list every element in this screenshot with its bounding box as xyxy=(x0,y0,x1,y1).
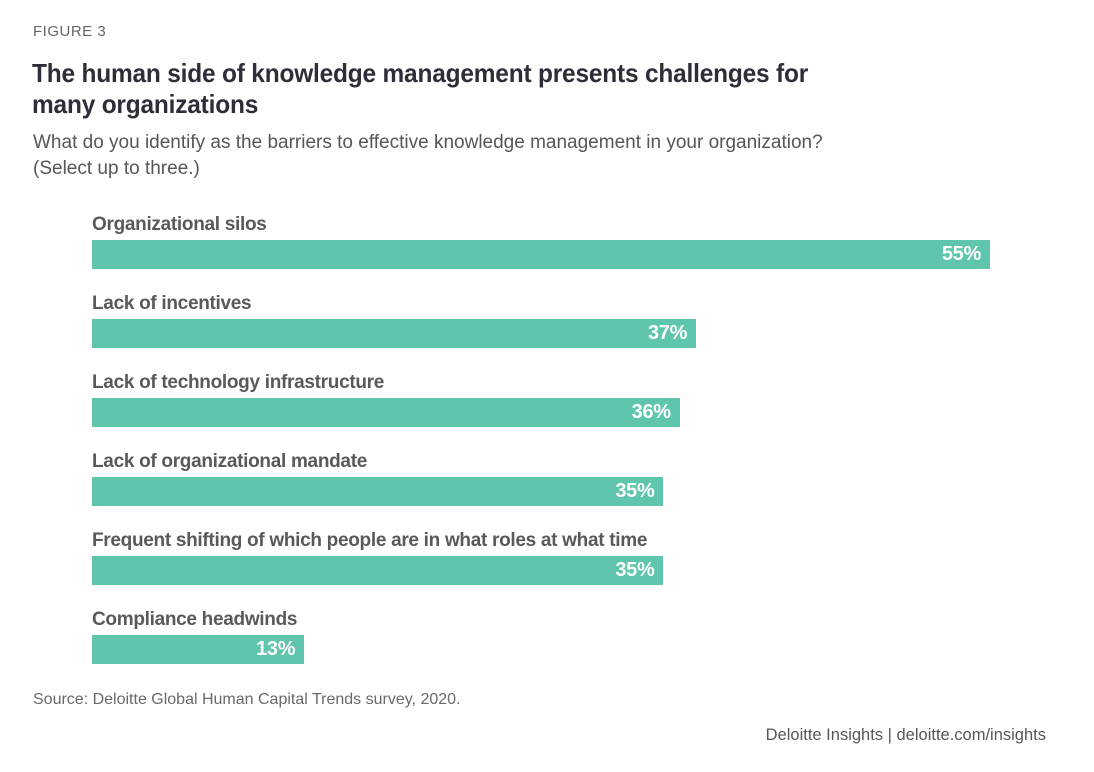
bar: 13% xyxy=(92,635,305,664)
bar: 36% xyxy=(92,398,680,427)
bar: 55% xyxy=(92,240,990,269)
deloitte-insights-credit: Deloitte Insights | deloitte.com/insight… xyxy=(765,726,1046,744)
bar-value-label: 36% xyxy=(631,401,671,423)
bar-chart: Organizational silos 55% Lack of incentive… xyxy=(92,213,990,687)
figure-title-line-1: The human side of knowledge management p… xyxy=(32,58,809,88)
bar-row: Compliance headwinds 13% xyxy=(92,608,990,664)
bar-value-label: 35% xyxy=(615,480,655,502)
bar-value-label: 13% xyxy=(256,638,296,660)
figure-number-label: FIGURE 3 xyxy=(33,23,107,40)
bar-row: Lack of technology infrastructure 36% xyxy=(92,371,990,427)
bar-category-label: Lack of incentives xyxy=(92,293,252,314)
bar-category-label: Frequent shifting of which people are in… xyxy=(92,530,648,551)
bar-category-label: Lack of technology infrastructure xyxy=(92,372,385,393)
figure-subtitle-line-1: What do you identify as the barriers to … xyxy=(33,132,823,153)
figure-subtitle-line-2: (Select up to three.) xyxy=(33,158,200,179)
source-note: Source: Deloitte Global Human Capital Tr… xyxy=(33,691,461,708)
bar-category-label: Compliance headwinds xyxy=(92,609,298,630)
bar-row: Organizational silos 55% xyxy=(92,213,990,269)
bar: 35% xyxy=(92,477,664,506)
figure-title: The human side of knowledge management p… xyxy=(32,58,808,120)
bar-value-label: 37% xyxy=(647,322,688,344)
bar-row: Lack of organizational mandate 35% xyxy=(92,450,990,506)
figure-subtitle: What do you identify as the barriers to … xyxy=(33,130,823,182)
bar-row: Frequent shifting of which people are in… xyxy=(92,529,990,585)
bar-value-label: 55% xyxy=(941,243,981,265)
bar: 35% xyxy=(92,556,664,585)
bar: 37% xyxy=(92,319,697,348)
figure-title-line-2: many organizations xyxy=(32,89,259,119)
bar-category-label: Lack of organizational mandate xyxy=(92,451,367,472)
bar-category-label: Organizational silos xyxy=(92,214,267,235)
bar-row: Lack of incentives 37% xyxy=(92,292,990,348)
bar-value-label: 35% xyxy=(615,559,655,581)
